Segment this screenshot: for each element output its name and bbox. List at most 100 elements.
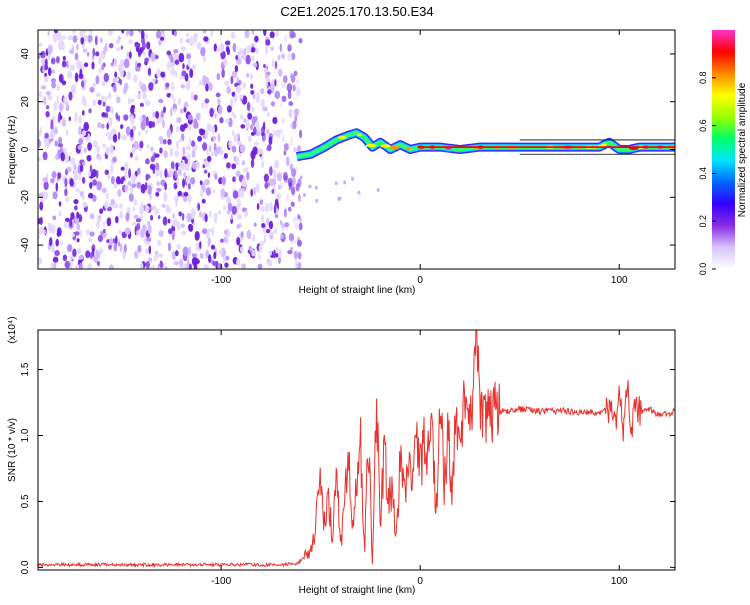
spectrogram-noise-blob xyxy=(176,140,179,150)
spectrogram-noise-blob xyxy=(164,168,168,178)
spectrogram-noise-blob xyxy=(42,177,48,183)
spectrogram-noise-blob xyxy=(281,118,285,125)
spectrogram-track-peak xyxy=(365,144,377,148)
spectrogram-noise-blob xyxy=(80,30,87,34)
spectrogram-noise-blob xyxy=(204,129,209,140)
spectrogram-noise-blob xyxy=(42,66,45,74)
spectrogram-noise-blob xyxy=(58,210,62,217)
spectrogram-noise-blob xyxy=(74,112,78,123)
spectrogram-noise-blob xyxy=(273,204,277,214)
spectrogram-noise-blob xyxy=(288,108,293,119)
spectrogram-noise-blob xyxy=(293,250,298,260)
spectrogram-noise-blob xyxy=(83,34,89,43)
spectrogram-noise-blob xyxy=(226,105,232,113)
spectrogram-noise-blob xyxy=(258,254,261,260)
spectrogram-noise-blob xyxy=(175,126,180,132)
spectrogram-noise-blob xyxy=(166,61,170,71)
spectrogram-noise-blob xyxy=(267,259,273,267)
spectrogram-noise-blob xyxy=(129,187,134,194)
spectrogram-noise-blob xyxy=(154,162,160,171)
spectrogram-noise-blob xyxy=(82,110,85,116)
spectrogram-noise-blob xyxy=(212,189,216,194)
spectrogram-noise-blob xyxy=(160,170,163,180)
spectrogram-noise-blob xyxy=(50,178,55,184)
spectrogram-noise-blob xyxy=(95,51,100,57)
spectrogram-noise-blob xyxy=(253,187,256,196)
spectrogram-noise-blob xyxy=(81,80,85,88)
spectrogram-noise-blob xyxy=(182,63,185,70)
spectrogram-noise-blob xyxy=(125,30,129,37)
spectrogram-noise-blob xyxy=(202,142,208,151)
spectrogram-noise-blob xyxy=(95,75,100,85)
spectrogram-noise-blob xyxy=(200,46,206,57)
snr-series-line xyxy=(38,330,675,569)
spectrogram-noise-blob xyxy=(171,250,176,260)
spectrogram-noise-blob xyxy=(75,188,81,193)
spectrogram-noise-blob xyxy=(231,91,236,97)
spectrogram-noise-blob xyxy=(56,56,60,64)
spectrogram-noise-blob xyxy=(128,193,134,202)
spectrogram-noise-blob xyxy=(172,213,175,219)
spectrogram-noise-blob xyxy=(207,155,212,162)
spectrogram-noise-blob xyxy=(101,112,106,118)
spectrogram-noise-blob xyxy=(96,145,100,154)
spectrogram-noise-blob xyxy=(132,206,136,212)
spectrogram-noise-blob xyxy=(269,178,275,187)
snr-y-tick-label: 0.5 xyxy=(20,494,31,508)
spectrogram-noise-blob xyxy=(186,53,192,60)
spectrogram-noise-blob xyxy=(191,161,198,170)
spectrogram-noise-blob xyxy=(52,32,58,43)
spectrogram-noise-blob xyxy=(289,246,294,252)
spectrogram-noise-blob xyxy=(62,56,66,61)
spectrogram-noise-blob xyxy=(59,240,64,246)
spectrogram-noise-blob xyxy=(65,196,70,202)
spectrogram-noise-blob xyxy=(174,71,178,77)
spectrogram-y-tick-label: 40 xyxy=(20,48,31,60)
spectrogram-track-peak xyxy=(357,133,362,137)
spectrogram-noise-blob xyxy=(250,158,255,168)
spectrogram-noise-blob xyxy=(159,261,164,269)
spectrogram-noise-blob xyxy=(145,116,149,126)
spectrogram-noise-blob xyxy=(83,147,87,153)
spectrogram-noise-blob xyxy=(169,147,174,157)
spectrogram-noise-blob xyxy=(76,238,80,243)
spectrogram-noise-blob xyxy=(150,146,154,152)
spectrogram-noise-blob xyxy=(73,199,79,205)
spectrogram-noise-blob xyxy=(50,57,56,65)
spectrogram-noise-blob xyxy=(266,229,271,234)
spectrogram-noise-blob xyxy=(85,250,91,259)
spectrogram-noise-blob xyxy=(176,244,182,250)
spectrogram-noise-blob xyxy=(47,95,53,101)
spectrogram-noise-blob xyxy=(44,132,49,139)
spectrogram-noise-blob xyxy=(186,193,192,204)
spectrogram-noise-blob xyxy=(79,229,82,238)
spectrogram-noise-blob xyxy=(188,263,192,269)
spectrogram-noise-blob xyxy=(145,261,150,269)
spectrogram-noise-blob xyxy=(242,82,246,89)
spectrogram-noise-blob xyxy=(167,218,171,224)
spectrogram-noise-blob xyxy=(283,75,288,83)
spectrogram-noise-blob xyxy=(110,106,115,115)
spectrogram-noise-blob xyxy=(176,178,180,186)
spectrogram-noise-blob xyxy=(295,89,301,97)
spectrogram-noise-blob xyxy=(293,147,298,153)
spectrogram-noise-blob xyxy=(288,101,294,107)
spectrogram-noise-blob xyxy=(109,144,114,155)
spectrogram-noise-blob xyxy=(101,95,104,103)
spectrogram-noise-blob xyxy=(140,120,146,131)
spectrogram-noise-blob xyxy=(258,244,262,253)
spectrogram-noise-blob xyxy=(172,218,178,228)
spectrogram-noise-blob xyxy=(237,213,242,220)
spectrogram-noise-blob xyxy=(140,213,143,221)
spectrogram-noise-blob xyxy=(299,195,302,201)
spectrogram-noise-blob xyxy=(141,201,144,211)
spectrogram-noise-blob xyxy=(61,60,67,68)
spectrogram-noise-blob xyxy=(187,58,191,68)
spectrogram-noise-blob xyxy=(86,154,92,162)
spectrogram-noise-blob xyxy=(198,211,203,218)
spectrogram-noise-blob xyxy=(52,215,57,221)
spectrogram-noise-blob xyxy=(92,99,97,107)
spectrogram-noise-blob xyxy=(224,262,229,268)
spectrogram-noise-blob xyxy=(239,94,244,100)
spectrogram-noise-blob xyxy=(150,214,154,221)
